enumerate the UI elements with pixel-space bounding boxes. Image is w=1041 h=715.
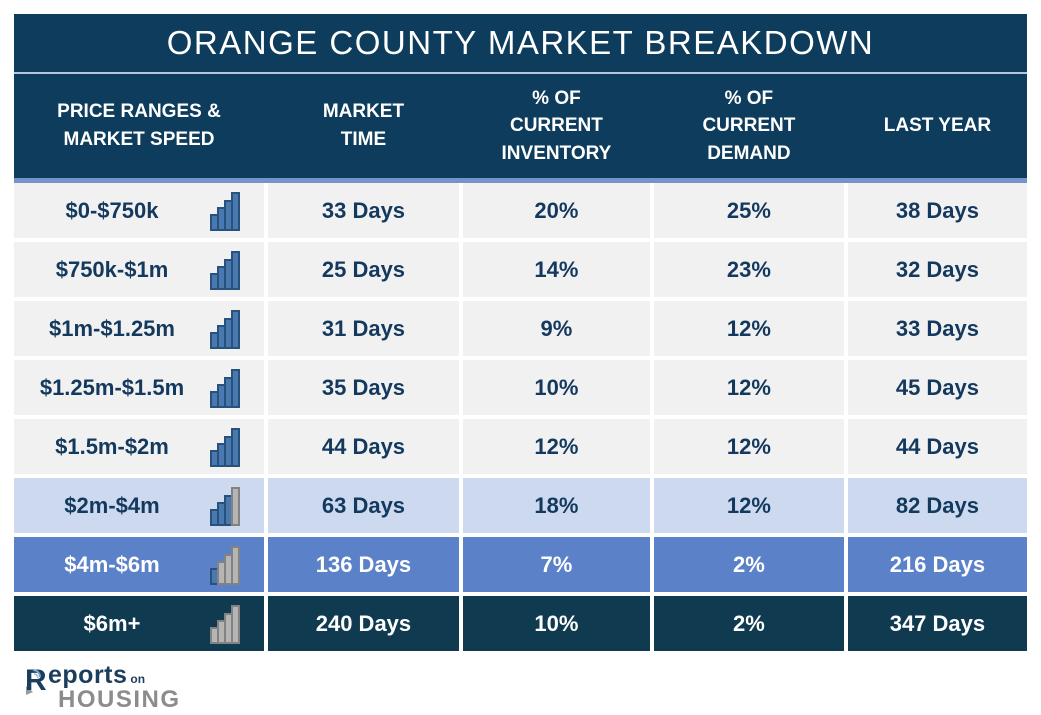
stylized-r-icon: R xyxy=(25,664,47,696)
market-speed-bars-icon xyxy=(209,486,250,526)
price-range-cell: $4m-$6m xyxy=(14,537,264,592)
last-year-cell: 82 Days xyxy=(847,478,1027,533)
inventory-cell: 12% xyxy=(462,419,650,474)
table-body: $0-$750k 33 Days 20% 25% 38 Days $750k-$… xyxy=(14,183,1027,651)
market-speed-bars-icon xyxy=(209,368,250,408)
price-range-label: $1m-$1.25m xyxy=(49,315,175,341)
market-time-cell: 33 Days xyxy=(267,183,459,238)
market-time-cell: 63 Days xyxy=(267,478,459,533)
market-time-cell: 240 Days xyxy=(267,596,459,651)
last-year-cell: 38 Days xyxy=(847,183,1027,238)
last-year-cell: 32 Days xyxy=(847,242,1027,297)
inventory-cell: 9% xyxy=(462,301,650,356)
price-range-label: $4m-$6m xyxy=(64,551,160,577)
demand-cell: 2% xyxy=(653,596,844,651)
last-year-cell: 33 Days xyxy=(847,301,1027,356)
price-range-cell: $0-$750k xyxy=(14,183,264,238)
demand-cell: 12% xyxy=(653,301,844,356)
logo-text-eports: eports xyxy=(48,661,128,689)
table-header: ORANGE COUNTY MARKET BREAKDOWN PRICE RAN… xyxy=(14,14,1027,178)
market-time-cell: 136 Days xyxy=(267,537,459,592)
price-range-cell: $1.5m-$2m xyxy=(14,419,264,474)
last-year-cell: 44 Days xyxy=(847,419,1027,474)
svg-text:R: R xyxy=(25,664,47,696)
logo-text-housing: HOUSING xyxy=(58,686,181,713)
price-range-label: $6m+ xyxy=(83,610,141,636)
last-year-cell: 216 Days xyxy=(847,537,1027,592)
column-header-pct-demand: % OF CURRENT DEMAND xyxy=(702,87,796,164)
price-range-label: $1.5m-$2m xyxy=(55,433,169,459)
last-year-cell: 347 Days xyxy=(847,596,1027,651)
price-range-label: $2m-$4m xyxy=(64,492,160,518)
market-speed-bars-icon xyxy=(209,191,250,231)
inventory-cell: 7% xyxy=(462,537,650,592)
price-range-cell: $2m-$4m xyxy=(14,478,264,533)
page-title: ORANGE COUNTY MARKET BREAKDOWN xyxy=(166,24,875,61)
price-range-cell: $750k-$1m xyxy=(14,242,264,297)
price-range-cell: $6m+ xyxy=(14,596,264,651)
last-year-cell: 45 Days xyxy=(847,360,1027,415)
market-time-cell: 25 Days xyxy=(267,242,459,297)
demand-cell: 23% xyxy=(653,242,844,297)
market-speed-bars-icon xyxy=(209,309,250,349)
column-header-pct-inventory: % OF CURRENT INVENTORY xyxy=(501,87,612,164)
header-divider-rule xyxy=(14,178,1027,183)
column-header-market-time: MARKET TIME xyxy=(322,101,405,150)
column-header-last-year: LAST YEAR xyxy=(883,115,992,137)
reports-on-housing-logo: R eports on HOUSING xyxy=(24,661,181,714)
price-range-label: $750k-$1m xyxy=(55,256,169,282)
market-speed-bars-icon xyxy=(209,250,250,290)
demand-cell: 2% xyxy=(653,537,844,592)
market-time-cell: 35 Days xyxy=(267,360,459,415)
demand-cell: 25% xyxy=(653,183,844,238)
demand-cell: 12% xyxy=(653,478,844,533)
inventory-cell: 20% xyxy=(462,183,650,238)
demand-cell: 12% xyxy=(653,360,844,415)
title-bar: ORANGE COUNTY MARKET BREAKDOWN xyxy=(14,14,1027,74)
column-header-row: PRICE RANGES & MARKET SPEED MARKET TIME … xyxy=(14,74,1027,178)
column-header-price-ranges: PRICE RANGES & MARKET SPEED xyxy=(57,101,221,150)
price-range-cell: $1m-$1.25m xyxy=(14,301,264,356)
market-speed-bars-icon xyxy=(209,427,250,467)
inventory-cell: 14% xyxy=(462,242,650,297)
market-time-cell: 31 Days xyxy=(267,301,459,356)
logo-line-1: R eports on xyxy=(24,661,181,696)
logo-text-on: on xyxy=(130,672,146,686)
inventory-cell: 10% xyxy=(462,360,650,415)
market-speed-bars-icon xyxy=(209,545,250,585)
market-breakdown-table: ORANGE COUNTY MARKET BREAKDOWN PRICE RAN… xyxy=(14,14,1027,651)
price-range-cell: $1.25m-$1.5m xyxy=(14,360,264,415)
demand-cell: 12% xyxy=(653,419,844,474)
inventory-cell: 10% xyxy=(462,596,650,651)
market-time-cell: 44 Days xyxy=(267,419,459,474)
market-speed-bars-icon xyxy=(209,604,250,644)
price-range-label: $0-$750k xyxy=(65,197,159,223)
inventory-cell: 18% xyxy=(462,478,650,533)
price-range-label: $1.25m-$1.5m xyxy=(39,374,185,400)
